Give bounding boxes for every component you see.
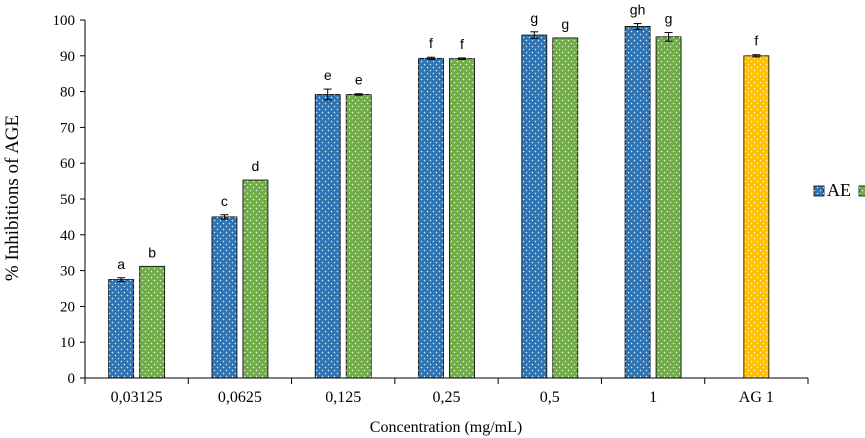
y-tick-label: 100 (53, 13, 76, 29)
significance-label: a (117, 256, 125, 272)
y-tick-label: 0 (68, 371, 76, 387)
bar-texture (346, 94, 372, 379)
bar-texture (211, 216, 237, 378)
bar-texture (656, 36, 682, 379)
significance-label: c (221, 193, 228, 209)
significance-label: gh (630, 2, 646, 18)
significance-label: g (530, 10, 538, 26)
significance-label: e (324, 67, 332, 83)
bar-texture (449, 58, 475, 378)
y-tick-label: 20 (60, 299, 75, 315)
y-tick-label: 60 (60, 156, 75, 172)
bar-texture (521, 35, 547, 378)
y-axis: 0 10 20 30 40 50 60 70 80 90 100 (53, 13, 86, 387)
y-tick-label: 10 (60, 335, 75, 351)
bar-texture (552, 37, 578, 379)
x-tick-label: 0,5 (540, 389, 560, 406)
y-axis-label: % Inhibitions of AGE (2, 115, 23, 281)
significance-label: f (460, 36, 464, 52)
significance-label: g (561, 16, 569, 32)
x-tick-label: 0,125 (325, 389, 361, 406)
bar-texture (139, 266, 165, 378)
bar-texture (418, 58, 444, 378)
bar-texture (743, 55, 769, 379)
y-tick-label: 50 (60, 192, 75, 208)
bar-texture (242, 180, 268, 378)
x-tick-label: 0,03125 (111, 389, 163, 406)
y-tick-label: 90 (60, 49, 75, 65)
legend-label: AE (827, 180, 851, 200)
x-tick-label: AG 1 (739, 389, 774, 406)
bar-texture (108, 279, 134, 378)
bar-texture (315, 94, 341, 379)
x-tick-label: 0,25 (433, 389, 461, 406)
x-tick-label: 1 (649, 389, 657, 406)
x-axis: 0,03125 0,0625 0,125 0,25 0,5 1 AG 1 (84, 377, 809, 406)
legend-swatch-texture (814, 186, 824, 196)
y-tick-label: 30 (60, 264, 75, 280)
significance-label: e (355, 72, 363, 88)
significance-label: g (665, 11, 673, 27)
y-tick-label: 70 (60, 120, 75, 136)
significance-label: f (429, 35, 433, 51)
bars: a b c d e e f f g g gh g f (108, 2, 770, 379)
significance-label: f (754, 33, 758, 49)
y-tick-label: 80 (60, 85, 75, 101)
bar-texture (625, 26, 651, 378)
legend: AEME (813, 180, 865, 200)
x-tick-label: 0,0625 (218, 389, 262, 406)
significance-label: b (148, 244, 156, 260)
legend-swatch-texture (859, 186, 865, 196)
significance-label: d (252, 158, 260, 174)
y-tick-label: 40 (60, 228, 75, 244)
x-axis-label: Concentration (mg/mL) (370, 419, 522, 436)
